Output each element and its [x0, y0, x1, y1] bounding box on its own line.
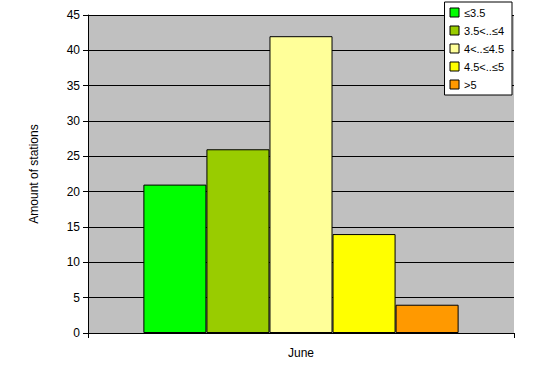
svg-text:4.5<..≤5: 4.5<..≤5	[464, 61, 504, 73]
svg-text:3.5<..≤4: 3.5<..≤4	[464, 25, 504, 37]
svg-text:>5: >5	[464, 79, 477, 91]
svg-text:35: 35	[67, 79, 81, 93]
svg-text:40: 40	[67, 43, 81, 57]
svg-text:10: 10	[67, 255, 81, 269]
svg-text:4<..≤4.5: 4<..≤4.5	[464, 43, 504, 55]
svg-text:20: 20	[67, 185, 81, 199]
svg-text:45: 45	[67, 8, 81, 22]
svg-text:June: June	[288, 346, 314, 360]
svg-text:≤3.5: ≤3.5	[464, 7, 485, 19]
svg-text:Amount of stations: Amount of stations	[27, 124, 41, 223]
svg-text:25: 25	[67, 149, 81, 163]
svg-text:5: 5	[73, 291, 80, 305]
svg-text:15: 15	[67, 220, 81, 234]
svg-text:30: 30	[67, 114, 81, 128]
svg-text:0: 0	[73, 326, 80, 340]
